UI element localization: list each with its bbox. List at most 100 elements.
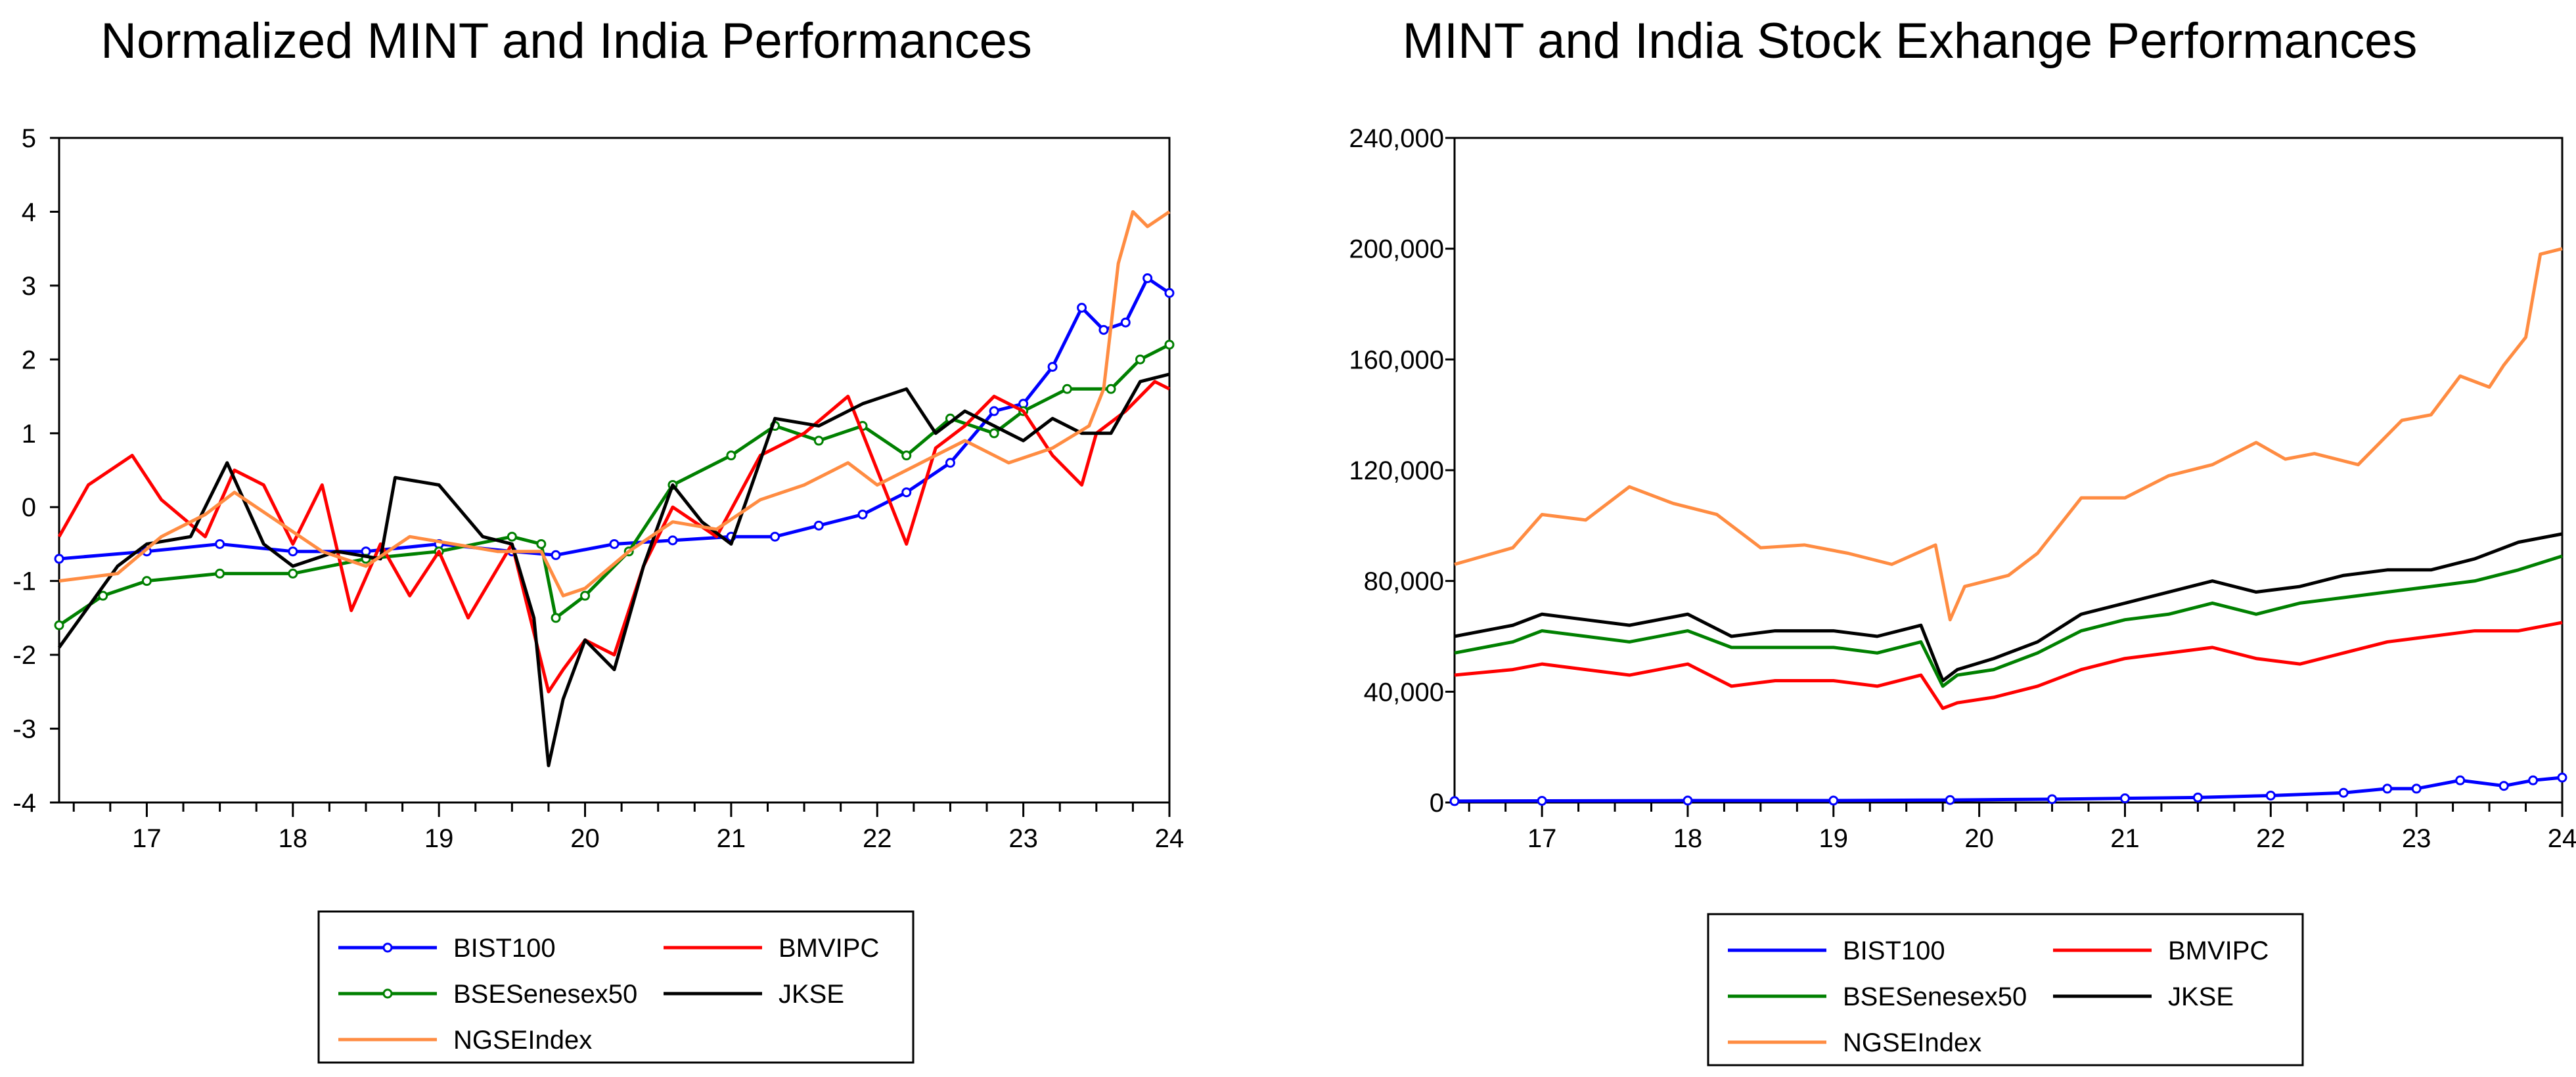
series-line-bmvipc	[57, 380, 1171, 693]
data-point-bist100	[1164, 288, 1175, 298]
data-point-bsesenesex50	[215, 568, 225, 579]
x-tick-label: 24	[2548, 824, 2576, 853]
data-point-bist100	[1142, 273, 1153, 284]
data-point-bist100	[2382, 783, 2393, 794]
data-point-bist100	[609, 538, 620, 549]
y-tick-label: -2	[12, 641, 36, 670]
data-point-bsesenesex50	[1164, 340, 1175, 350]
y-tick-label: -3	[12, 715, 36, 744]
y-tick-label: 80,000	[1364, 567, 1444, 596]
y-tick-label: 0	[1430, 789, 1444, 818]
data-point-bist100	[2047, 794, 2058, 804]
data-point-bist100	[1120, 317, 1131, 328]
data-point-bist100	[989, 406, 999, 416]
y-tick-label: -1	[12, 567, 36, 596]
legend: BIST100 BMVIPC BSESenesex50 JKSE NGSEIndex	[317, 910, 915, 1064]
data-point-bsesenesex50	[1135, 354, 1146, 364]
legend-marker-bist100	[382, 942, 393, 953]
data-point-bist100	[1537, 795, 1547, 806]
data-point-bist100	[215, 538, 225, 549]
y-tick-label: 160,000	[1349, 345, 1444, 374]
legend-label-bsesenesex50: BSESenesex50	[453, 980, 637, 1009]
data-point-bist100	[2119, 793, 2130, 804]
y-tick-label: 0	[22, 493, 36, 522]
data-point-bist100	[857, 509, 868, 519]
x-tick-label: 22	[2256, 824, 2286, 853]
legend-label-bmvipc: BMVIPC	[2168, 936, 2269, 965]
data-point-bsesenesex50	[726, 451, 736, 461]
data-point-bsesenesex50	[989, 428, 999, 439]
x-tick-label: 19	[424, 824, 454, 853]
y-tick-label: 2	[22, 345, 36, 374]
data-point-bsesenesex50	[288, 568, 298, 579]
data-point-bsesenesex50	[141, 576, 152, 586]
x-tick-label: 17	[132, 824, 162, 853]
data-point-bsesenesex50	[551, 613, 561, 623]
data-point-bist100	[1683, 795, 1693, 806]
data-point-bist100	[54, 554, 64, 564]
y-tick-label: -4	[12, 789, 36, 818]
data-point-bist100	[1945, 795, 1955, 805]
x-tick-label: 23	[2402, 824, 2431, 853]
chart-title: MINT and India Stock Exhange Performance…	[1403, 13, 2418, 69]
legend-box	[1707, 913, 2304, 1066]
data-point-bsesenesex50	[54, 620, 64, 630]
x-tick-label: 19	[1819, 824, 1849, 853]
legend-label-ngseindex: NGSEIndex	[1843, 1028, 1981, 1057]
y-tick-label: 240,000	[1349, 124, 1444, 153]
data-point-bist100	[1828, 795, 1839, 806]
data-point-bist100	[2455, 775, 2466, 785]
data-point-bsesenesex50	[507, 531, 517, 542]
series-line-jkse	[57, 372, 1170, 768]
plot-frame	[58, 137, 1171, 804]
data-point-bsesenesex50	[536, 538, 547, 549]
data-point-bsesenesex50	[901, 451, 912, 461]
data-point-bist100	[288, 546, 298, 557]
series-line-jkse	[1454, 532, 2563, 682]
data-point-bsesenesex50	[98, 590, 108, 601]
series-line-ngseindex	[58, 209, 1171, 598]
x-tick-label: 21	[717, 824, 746, 853]
legend-label-bsesenesex50: BSESenesex50	[1843, 982, 2027, 1011]
series-line-bsesenesex50	[58, 343, 1171, 627]
data-point-bsesenesex50	[1062, 384, 1072, 394]
x-tick-label: 18	[279, 824, 308, 853]
legend: BIST100 BMVIPC BSESenesex50 JKSE NGSEIndex	[1707, 913, 2304, 1066]
x-tick-label: 17	[1527, 824, 1557, 853]
data-point-bist100	[1047, 362, 1058, 372]
plot-frame	[1453, 137, 2564, 804]
data-point-bist100	[667, 535, 678, 546]
legend-label-ngseindex: NGSEIndex	[453, 1026, 592, 1055]
data-point-bist100	[2528, 775, 2539, 785]
y-tick-label: 120,000	[1349, 456, 1444, 485]
x-tick-label: 20	[1964, 824, 1994, 853]
data-point-bist100	[1077, 303, 1087, 313]
x-tick-label: 22	[863, 824, 892, 853]
legend-label-jkse: JKSE	[779, 980, 844, 1009]
series-line-bsesenesex50	[1454, 554, 2563, 688]
y-tick-label: 4	[22, 198, 36, 227]
series-line-bmvipc	[1454, 621, 2563, 711]
data-point-bist100	[945, 458, 955, 468]
series-line-bist100	[1454, 776, 2563, 803]
data-point-bist100	[2557, 772, 2567, 783]
legend-label-bmvipc: BMVIPC	[779, 934, 879, 963]
y-tick-label: 40,000	[1364, 678, 1444, 707]
data-point-bist100	[551, 550, 561, 560]
legend-box	[317, 910, 915, 1064]
x-tick-label: 23	[1008, 824, 1038, 853]
x-tick-label: 20	[570, 824, 600, 853]
y-tick-label: 1	[22, 420, 36, 449]
data-point-bist100	[2498, 781, 2509, 791]
data-point-bist100	[2338, 787, 2349, 798]
data-point-bist100	[2265, 790, 2276, 801]
chart-title: Normalized MINT and India Performances	[101, 13, 1032, 69]
series-line-bist100	[58, 276, 1171, 561]
data-point-bsesenesex50	[1106, 384, 1116, 394]
chart-stock-exchange: MINT and India Stock Exhange Performance…	[1349, 13, 2576, 1066]
y-tick-label: 200,000	[1349, 235, 1444, 264]
data-point-bist100	[1098, 324, 1109, 335]
data-point-bist100	[770, 531, 780, 542]
x-tick-label: 18	[1673, 824, 1703, 853]
